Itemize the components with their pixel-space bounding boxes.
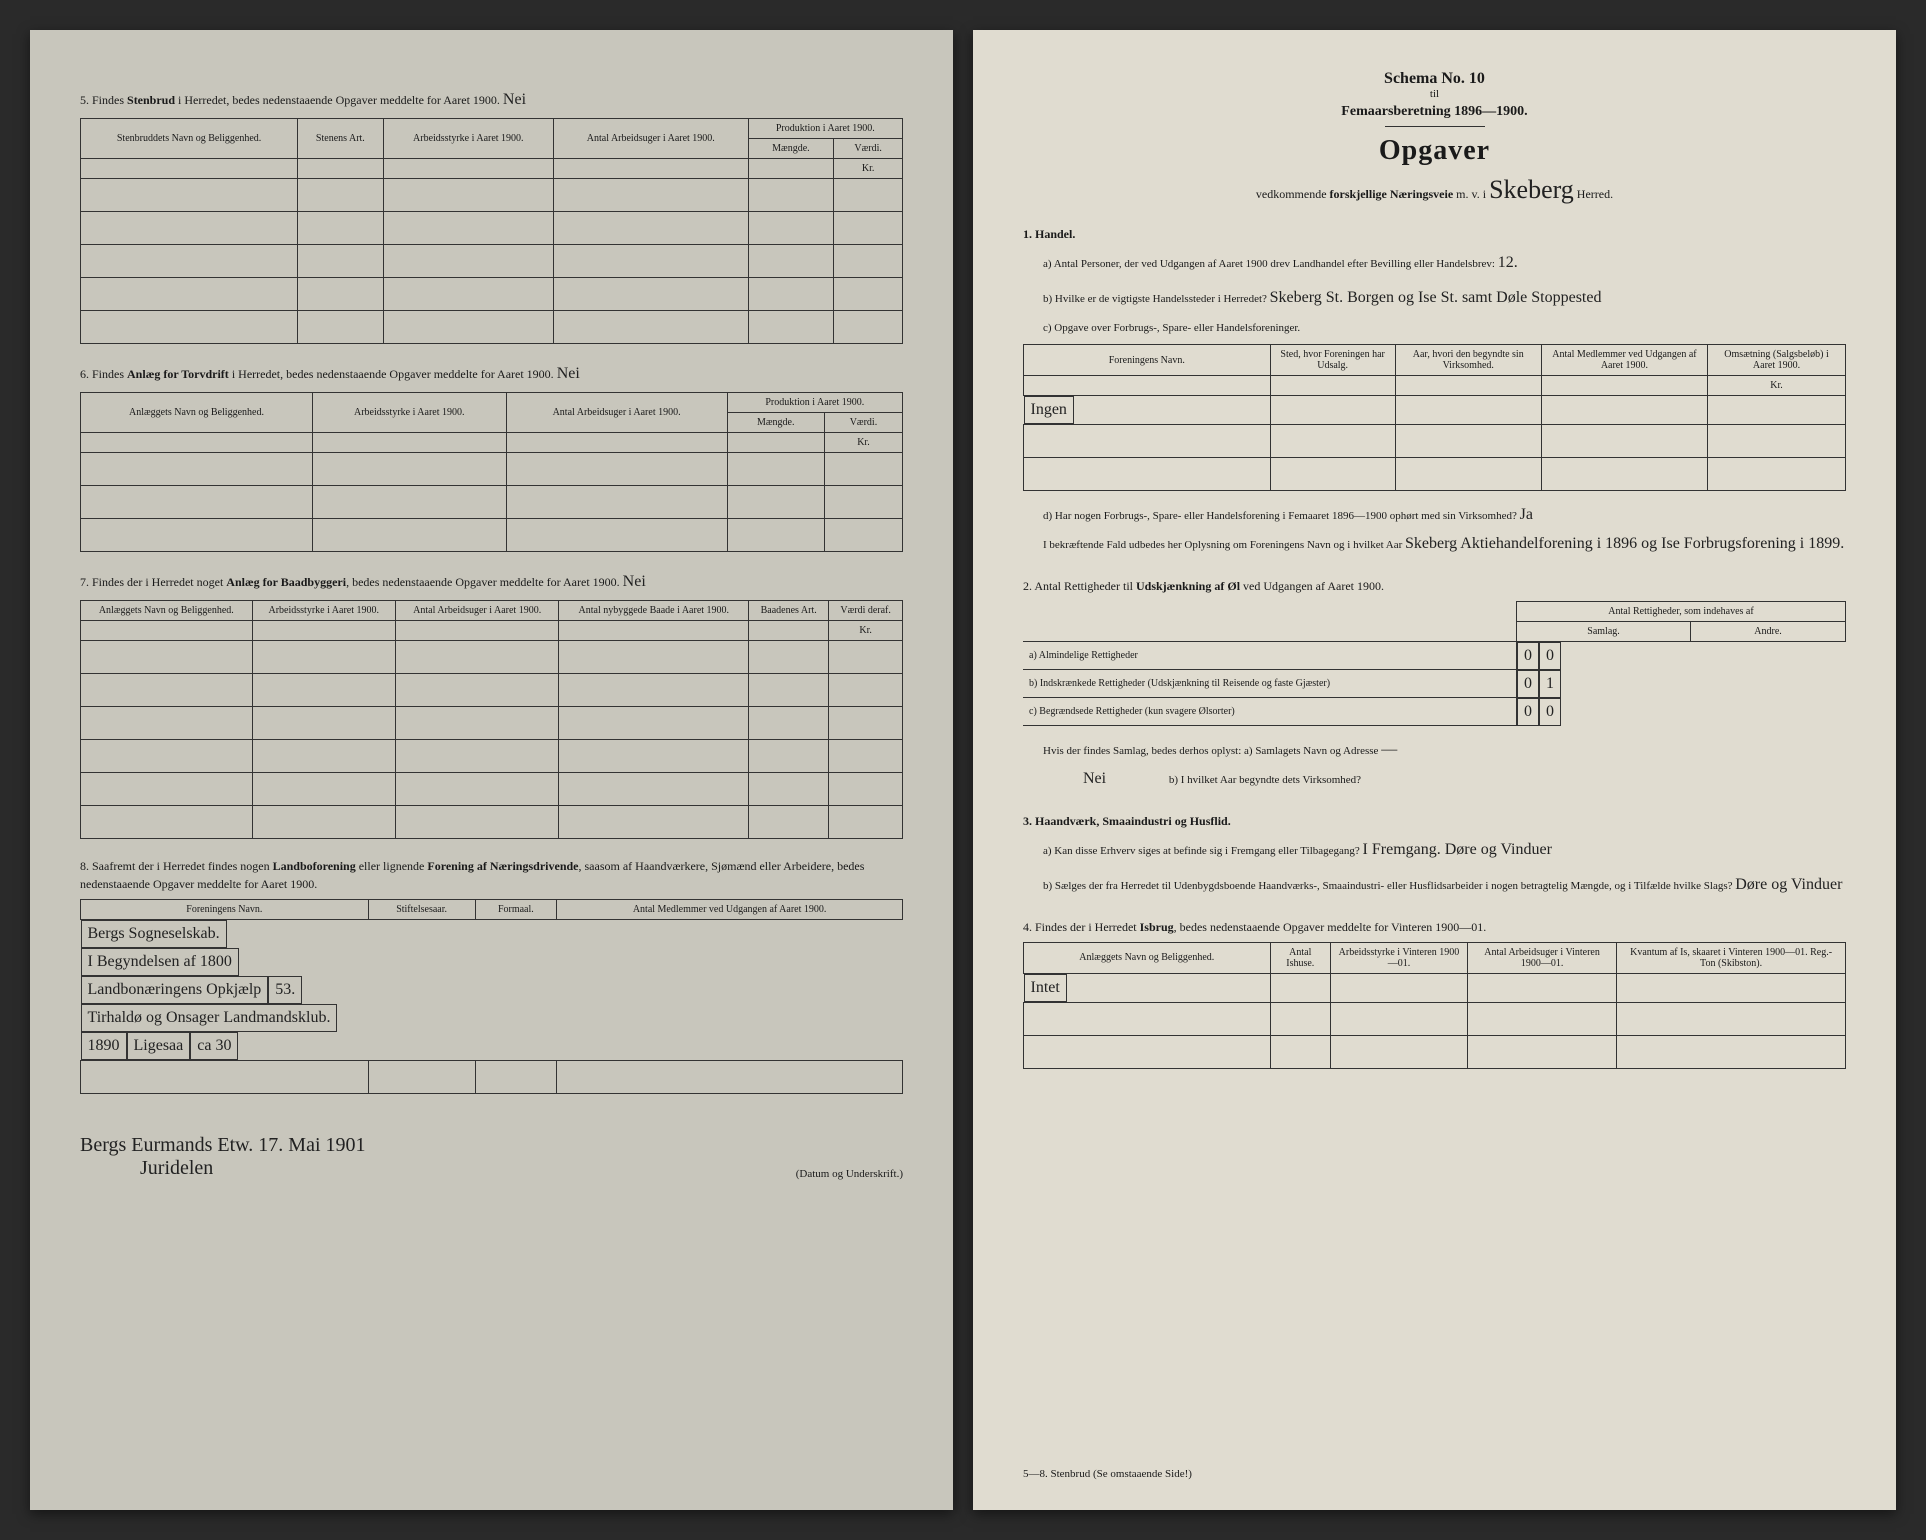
s5-text: 5. Findes Stenbrud i Herredet, bedes ned… <box>80 93 500 107</box>
s1-a: a) Antal Personer, der ved Udgangen af A… <box>1043 249 1846 278</box>
s2-title: 2. Antal Rettigheder til Udskjænkning af… <box>1023 577 1846 595</box>
s3-a-hand: I Fremgang. Døre og Vinduer <box>1363 836 1552 865</box>
s1-a-hand: 12. <box>1498 249 1518 278</box>
s2-samlag: Hvis der findes Samlag, bedes derhos opl… <box>1043 736 1846 794</box>
s1-b-hand: Skeberg St. Borgen og Ise St. samt Døle … <box>1270 284 1602 313</box>
s4-c1: Antal Ishuse. <box>1270 942 1330 973</box>
s8-c0: Foreningens Navn. <box>81 900 369 920</box>
period: Femaarsberetning 1896—1900. <box>1023 104 1846 120</box>
s8-row0: Bergs Sogneselskab. I Begyndelsen af 180… <box>81 920 903 1005</box>
sig-right: (Datum og Underskrift.) <box>796 1168 903 1180</box>
s1-c2: Aar, hvori den begyndte sin Virksomhed. <box>1395 345 1541 376</box>
s4-c3: Antal Arbeidsuger i Vinteren 1900—01. <box>1467 942 1616 973</box>
s6-hand: Nei <box>557 362 580 386</box>
s3-b: b) Sælges der fra Herredet til Udenbygds… <box>1043 871 1846 900</box>
til: til <box>1023 88 1846 100</box>
s1-c4: Omsætning (Salgsbeløb) i Aaret 1900. <box>1708 345 1846 376</box>
s6-text: 6. Findes Anlæg for Torvdrift i Herredet… <box>80 367 554 381</box>
s8-table: Foreningens Navn. Stiftelsesaar. Formaal… <box>80 899 903 1094</box>
s2-c0: Samlag. <box>1517 621 1691 641</box>
s5-c5: Værdi. <box>834 139 903 159</box>
s2-table: Antal Rettigheder, som indehaves af Saml… <box>1023 601 1846 727</box>
s7-hand: Nei <box>623 570 646 594</box>
s8-c1: Stiftelsesaar. <box>368 900 475 920</box>
s5-sup: Produktion i Aaret 1900. <box>748 119 902 139</box>
s8-c3: Antal Medlemmer ved Udgangen af Aaret 19… <box>557 900 903 920</box>
s3-title: 3. Haandværk, Smaaindustri og Husflid. <box>1023 812 1846 830</box>
s7-c0: Anlæggets Navn og Beliggenhed. <box>81 601 253 621</box>
s8-row1: Tirhaldø og Onsager Landmandsklub. 1890 … <box>81 1004 903 1061</box>
s6-table: Anlæggets Navn og Beliggenhed. Arbeidsst… <box>80 392 903 552</box>
s2-r0: a) Almindelige Rettigheder 0 0 <box>1023 641 1846 670</box>
s5-table: Stenbruddets Navn og Beliggenhed. Stenen… <box>80 118 903 344</box>
s2-r1: b) Indskrænkede Rettigheder (Udskjænknin… <box>1023 670 1846 698</box>
s4-table: Anlæggets Navn og Beliggenhed. Antal Ish… <box>1023 942 1846 1069</box>
s6-unit: Kr. <box>824 433 902 453</box>
s6-c4: Værdi. <box>824 413 902 433</box>
s4-c0: Anlæggets Navn og Beliggenhed. <box>1024 942 1271 973</box>
s7-text: 7. Findes der i Herredet noget Anlæg for… <box>80 575 620 589</box>
s5-hand: Nei <box>503 88 526 112</box>
s6-c2: Antal Arbeidsuger i Aaret 1900. <box>506 393 727 433</box>
s5-c2: Arbeidsstyrke i Aaret 1900. <box>383 119 553 159</box>
s1-unit: Kr. <box>1708 376 1846 396</box>
left-page: 5. Findes Stenbrud i Herredet, bedes ned… <box>30 30 953 1510</box>
s1-d2-hand: Skeberg Aktiehandelforening i 1896 og Is… <box>1405 530 1844 559</box>
s1-c0: Foreningens Navn. <box>1024 345 1271 376</box>
s3-b-hand: Døre og Vinduer <box>1735 871 1842 900</box>
opgaver-title: Opgaver <box>1023 135 1846 167</box>
s2-sup: Antal Rettigheder, som indehaves af <box>1517 601 1846 621</box>
s1-c3: Antal Medlemmer ved Udgangen af Aaret 19… <box>1541 345 1707 376</box>
signature-area: Bergs Eurmands Etw. 17. Mai 1901 Juridel… <box>80 1134 903 1180</box>
s1-d: d) Har nogen Forbrugs-, Spare- eller Han… <box>1043 501 1846 559</box>
sig-left: Bergs Eurmands Etw. 17. Mai 1901 <box>80 1134 366 1157</box>
s5-c4: Mængde. <box>748 139 834 159</box>
s7-head: 7. Findes der i Herredet noget Anlæg for… <box>80 570 903 594</box>
sig-left2: Juridelen <box>140 1157 213 1180</box>
right-page: Schema No. 10 til Femaarsberetning 1896—… <box>973 30 1896 1510</box>
s5-c3: Antal Arbeidsuger i Aaret 1900. <box>554 119 749 159</box>
header: Schema No. 10 til Femaarsberetning 1896—… <box>1023 70 1846 205</box>
s4-c2: Arbeidsstyrke i Vinteren 1900—01. <box>1330 942 1467 973</box>
s8-head: 8. Saafremt der i Herredet findes nogen … <box>80 857 903 893</box>
s5-c0: Stenbruddets Navn og Beliggenhed. <box>81 119 298 159</box>
s1-c1: Sted, hvor Foreningen har Udsalg. <box>1270 345 1395 376</box>
s7-c3: Antal nybyggede Baade i Aaret 1900. <box>559 601 749 621</box>
s7-c1: Arbeidsstyrke i Aaret 1900. <box>252 601 395 621</box>
footer: 5—8. Stenbrud (Se omstaaende Side!) <box>1023 1468 1846 1480</box>
s1-row-hand: Ingen <box>1024 396 1074 424</box>
s7-table: Anlæggets Navn og Beliggenhed. Arbeidsst… <box>80 600 903 839</box>
s7-c5: Værdi deraf. <box>829 601 903 621</box>
s7-c2: Antal Arbeidsuger i Aaret 1900. <box>395 601 559 621</box>
s8-text: 8. Saafremt der i Herredet findes nogen … <box>80 859 864 891</box>
s1-table: Foreningens Navn. Sted, hvor Foreningen … <box>1023 344 1846 491</box>
subhead: vedkommende forskjellige Næringsveie m. … <box>1023 175 1846 205</box>
s2-nei: Nei <box>1083 765 1106 794</box>
s6-c0: Anlæggets Navn og Beliggenhed. <box>81 393 313 433</box>
s4-c4: Kvantum af Is, skaaret i Vinteren 1900—0… <box>1617 942 1846 973</box>
s6-head: 6. Findes Anlæg for Torvdrift i Herredet… <box>80 362 903 386</box>
s1-b: b) Hvilke er de vigtigste Handelssteder … <box>1043 284 1846 313</box>
s8-c2: Formaal. <box>475 900 557 920</box>
herred-hand: Skeberg <box>1489 175 1574 205</box>
s6-sup: Produktion i Aaret 1900. <box>727 393 902 413</box>
s7-c4: Baadenes Art. <box>749 601 829 621</box>
s2-r2: c) Begrændsede Rettigheder (kun svagere … <box>1023 698 1846 726</box>
s5-c1: Stenens Art. <box>298 119 383 159</box>
s6-c3: Mængde. <box>727 413 824 433</box>
s4-row-hand: Intet <box>1024 974 1067 1002</box>
s6-c1: Arbeidsstyrke i Aaret 1900. <box>312 393 506 433</box>
s1-title: 1. Handel. <box>1023 225 1846 243</box>
s2-c1: Andre. <box>1691 621 1846 641</box>
s1-d-hand: Ja <box>1520 501 1533 530</box>
s5-head: 5. Findes Stenbrud i Herredet, bedes ned… <box>80 88 903 112</box>
s3-a: a) Kan disse Erhverv siges at befinde si… <box>1043 836 1846 865</box>
schema-no: Schema No. 10 <box>1023 70 1846 88</box>
s7-unit: Kr. <box>829 621 903 641</box>
s5-unit: Kr. <box>834 159 903 179</box>
s4-title: 4. Findes der i Herredet Isbrug, bedes n… <box>1023 918 1846 936</box>
s1-c: c) Opgave over Forbrugs-, Spare- eller H… <box>1043 319 1846 339</box>
